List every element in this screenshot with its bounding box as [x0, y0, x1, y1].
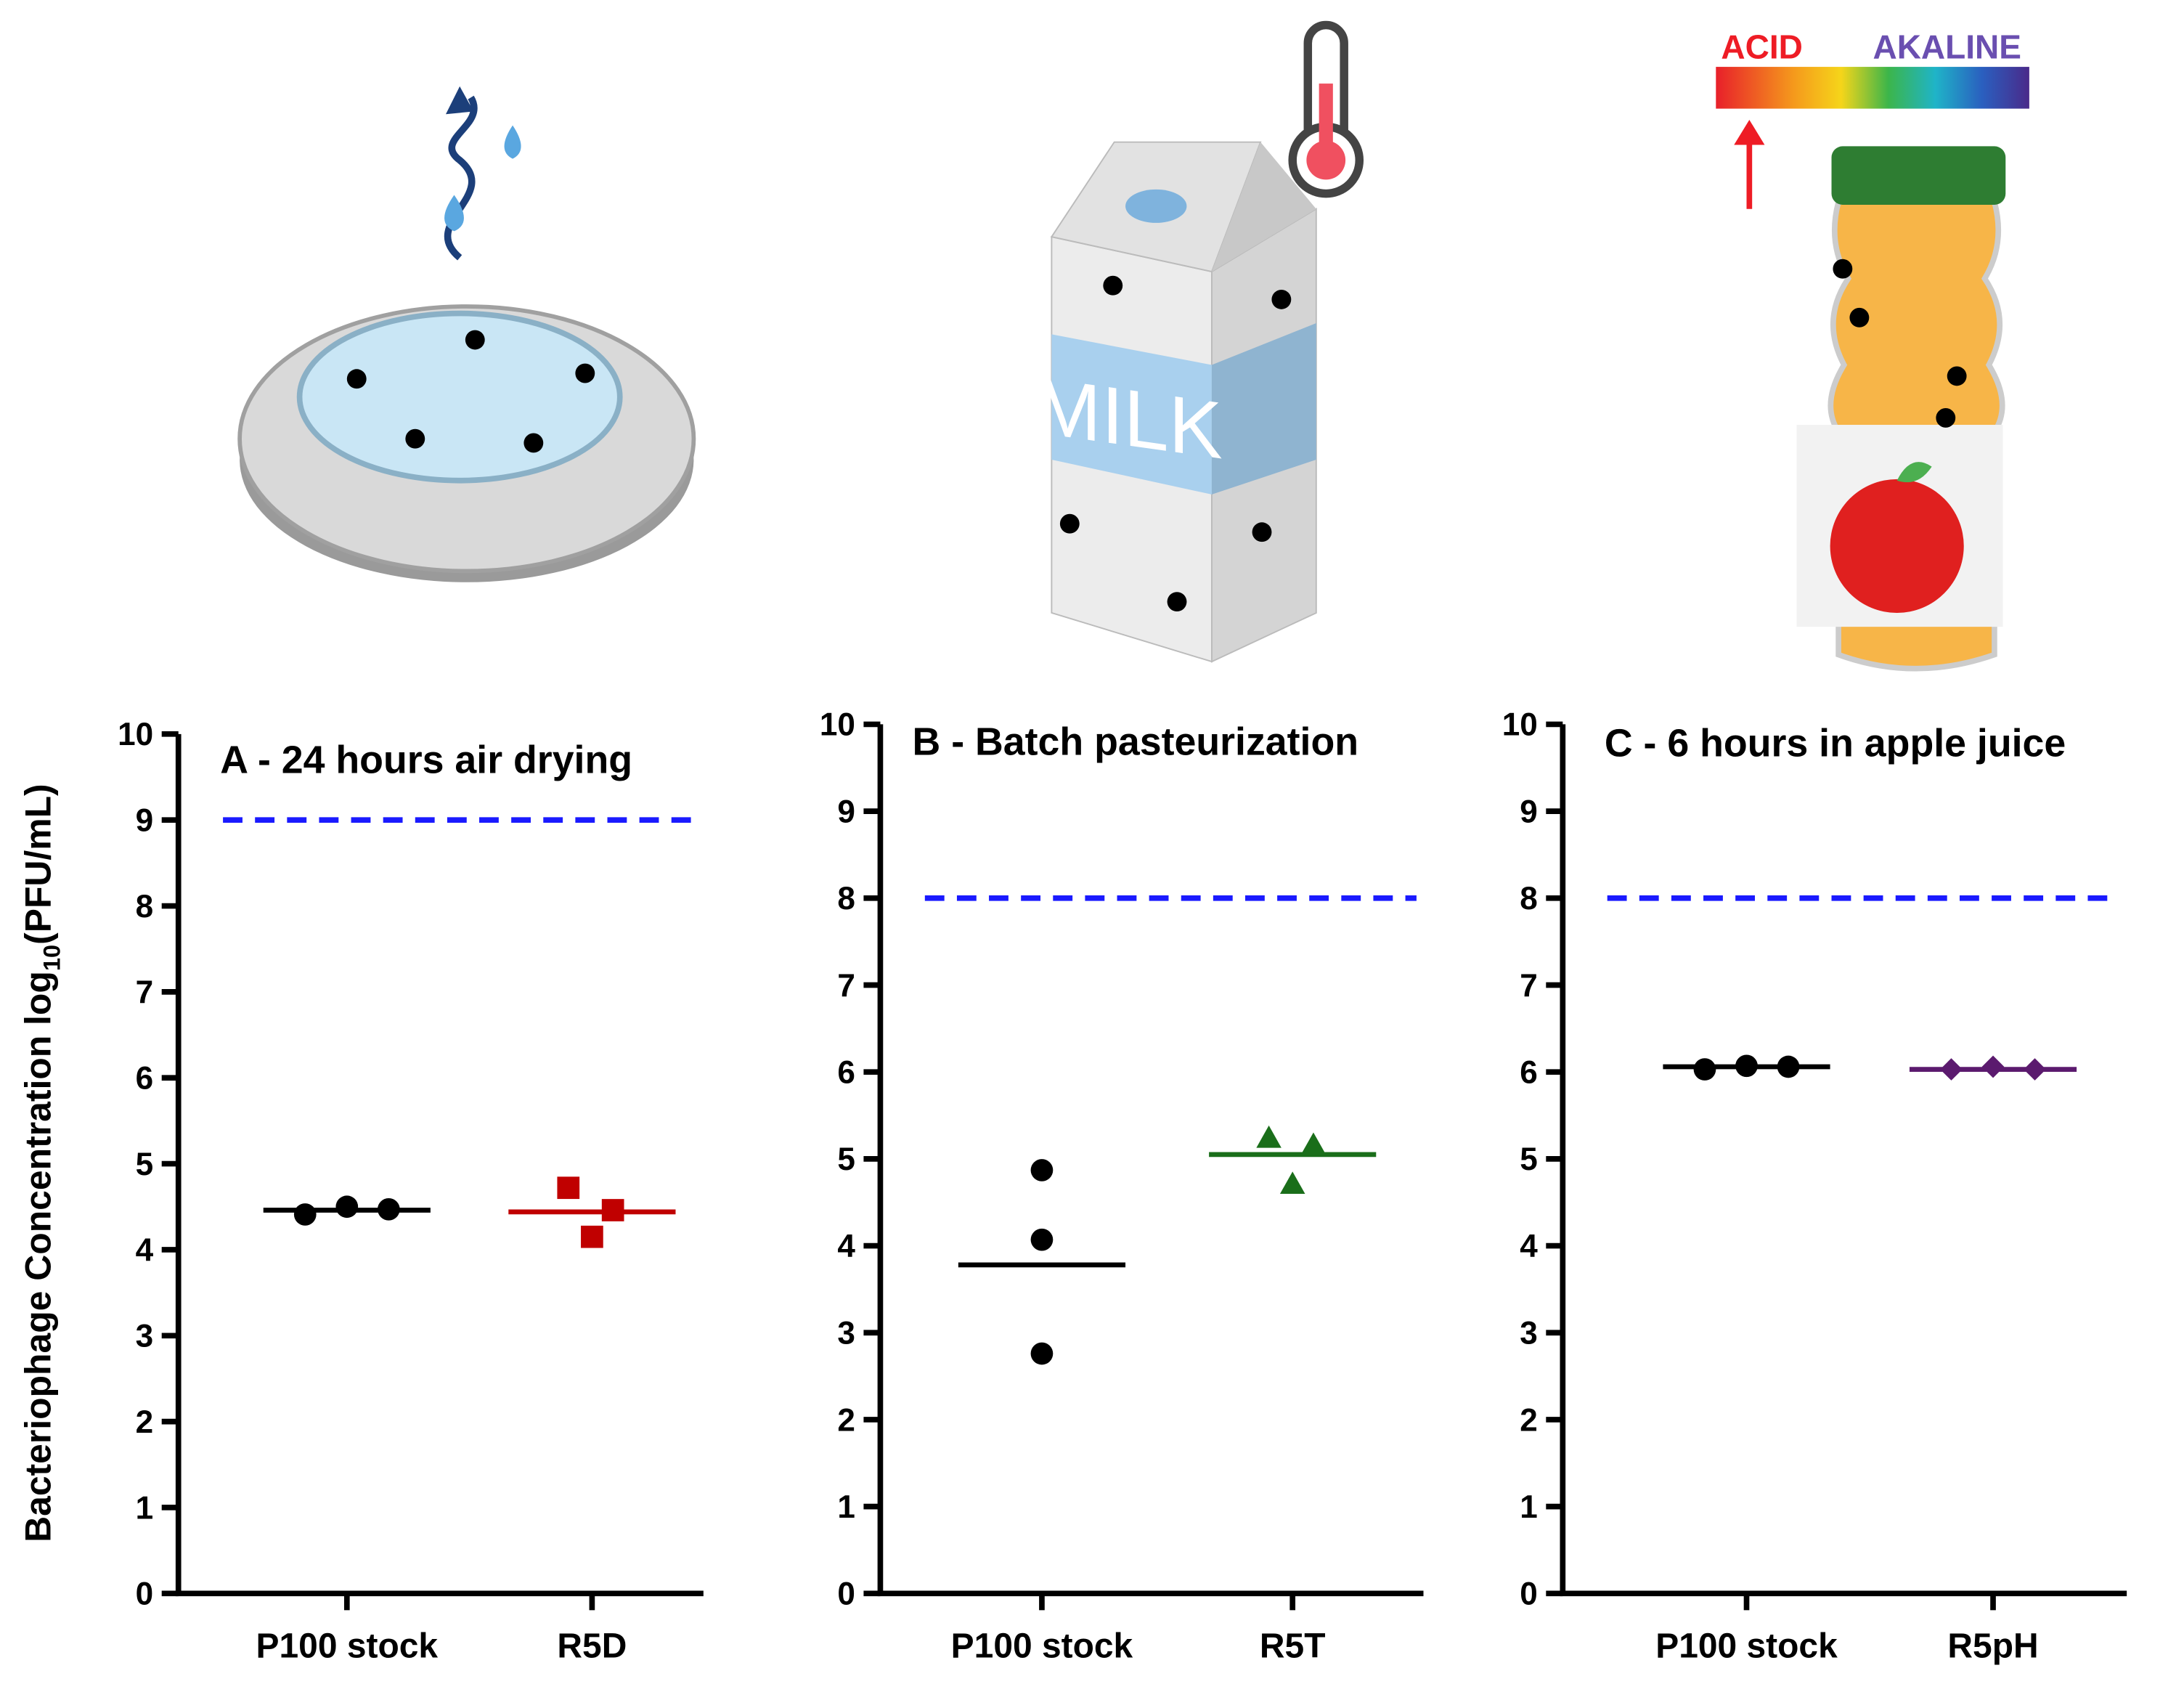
y-tick-label: 9: [837, 794, 855, 829]
y-axis-label-unit: (PFU/mL): [17, 784, 58, 945]
y-tick-label: 0: [1520, 1577, 1538, 1612]
y-tick-label: 5: [837, 1142, 855, 1177]
y-tick-label: 6: [837, 1055, 855, 1091]
juice-bottle-illustration: ACID AKALINE: [1716, 28, 2029, 672]
data-point: [601, 1199, 624, 1221]
data-point: [581, 1225, 603, 1248]
data-point: [1693, 1058, 1716, 1081]
y-tick-label: 6: [136, 1061, 154, 1097]
milk-carton-illustration: MILK: [1034, 20, 1364, 663]
x-tick-label: P100 stock: [256, 1627, 439, 1666]
y-tick-label: 9: [136, 803, 154, 839]
chart-title: A - 24 hours air drying: [220, 739, 632, 782]
data-point: [1735, 1054, 1758, 1078]
y-tick-label: 0: [136, 1577, 154, 1612]
data-point: [1279, 1171, 1305, 1195]
y-tick-label: 4: [837, 1229, 855, 1264]
data-point: [1777, 1055, 1800, 1078]
y-tick-label: 9: [1520, 794, 1538, 829]
y-tick-label: 2: [1520, 1402, 1538, 1438]
y-tick-label: 1: [136, 1490, 154, 1526]
y-tick-label: 3: [136, 1319, 154, 1354]
y-tick-label: 3: [837, 1316, 855, 1351]
y-tick-label: 10: [1502, 707, 1538, 743]
y-axis-label-subscript: 10: [38, 945, 65, 971]
y-tick-label: 10: [118, 717, 153, 752]
y-tick-label: 0: [837, 1577, 855, 1612]
y-tick-label: 3: [1520, 1316, 1538, 1351]
y-tick-label: 5: [1520, 1142, 1538, 1177]
x-tick-label: P100 stock: [1655, 1627, 1838, 1666]
y-tick-label: 10: [820, 707, 855, 743]
data-point: [1030, 1342, 1054, 1365]
data-point: [557, 1176, 580, 1200]
y-tick-label: 7: [837, 968, 855, 1004]
y-tick-label: 7: [1520, 968, 1538, 1004]
data-point: [1030, 1228, 1054, 1251]
data-point: [335, 1195, 359, 1219]
x-tick-label: P100 stock: [951, 1627, 1133, 1666]
y-tick-label: 4: [1520, 1229, 1538, 1264]
chart-title: B - Batch pasteurization: [913, 720, 1359, 764]
chart-title: C - 6 hours in apple juice: [1605, 722, 2066, 765]
data-point: [1940, 1058, 1963, 1081]
y-tick-label: 1: [1520, 1489, 1538, 1525]
y-tick-label: 6: [1520, 1055, 1538, 1091]
data-point: [1030, 1159, 1054, 1181]
data-point: [1300, 1132, 1327, 1155]
alkaline-label: AKALINE: [1873, 28, 2021, 66]
data-point: [2024, 1058, 2046, 1081]
y-tick-label: 5: [136, 1147, 154, 1182]
data-point: [293, 1203, 317, 1226]
y-tick-label: 8: [837, 881, 855, 916]
y-tick-label: 7: [136, 975, 154, 1010]
y-axis-label-text: Bacteriophage Concentration log: [17, 971, 58, 1542]
data-point: [1981, 1055, 2005, 1078]
y-tick-label: 2: [837, 1402, 855, 1438]
x-tick-label: R5D: [557, 1627, 627, 1666]
x-tick-label: R5T: [1260, 1627, 1326, 1666]
y-tick-label: 2: [136, 1404, 154, 1440]
y-tick-label: 8: [136, 889, 154, 924]
data-point: [1256, 1125, 1282, 1148]
y-tick-label: 1: [837, 1489, 855, 1525]
y-tick-label: 8: [1520, 881, 1538, 916]
petri-dish-illustration: [237, 86, 696, 582]
data-point: [378, 1197, 400, 1221]
x-tick-label: R5pH: [1947, 1627, 2038, 1666]
y-tick-label: 4: [136, 1232, 154, 1268]
acid-label: ACID: [1721, 28, 1802, 66]
y-axis-label: Bacteriophage Concentration log10(PFU/mL…: [17, 784, 65, 1542]
